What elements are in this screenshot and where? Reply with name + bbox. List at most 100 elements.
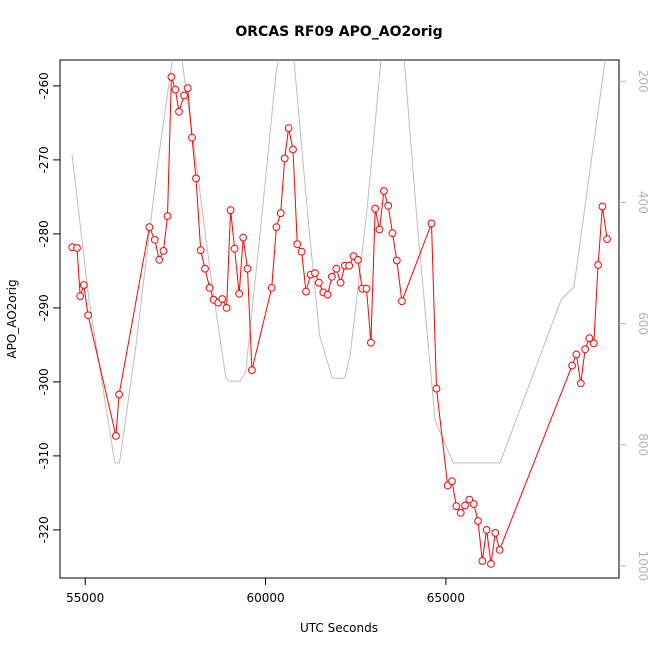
data-point: [367, 338, 375, 347]
data-point: [112, 432, 120, 440]
chart-title: ORCAS RF09 APO_AO2orig: [235, 24, 442, 40]
data-point: [461, 501, 469, 510]
data-point: [183, 84, 192, 92]
data-point: [598, 202, 607, 211]
data-point: [482, 526, 491, 534]
data-point: [155, 255, 164, 264]
data-point: [576, 379, 585, 388]
data-point: [284, 124, 293, 133]
data-point: [235, 289, 244, 298]
data-point: [192, 174, 200, 183]
data-point: [79, 281, 88, 289]
data-point: [375, 225, 384, 234]
y-axis-label: APO_AO2orig: [5, 279, 19, 358]
data-point: [491, 529, 500, 537]
plot-frame: [59, 59, 620, 579]
data-point: [180, 91, 189, 100]
x-axis: 55000 60000 65000: [66, 577, 465, 605]
data-point: [73, 244, 81, 252]
data-point: [398, 297, 406, 306]
data-point: [594, 261, 602, 269]
data-point: [581, 345, 589, 354]
data-point: [218, 295, 227, 303]
data-point: [188, 133, 196, 142]
data-point: [272, 223, 281, 232]
data-point: [167, 73, 176, 81]
y-tick-label: -310: [37, 442, 51, 469]
data-point: [145, 223, 154, 232]
data-point: [589, 339, 598, 348]
data-point: [226, 206, 235, 215]
data-point: [495, 546, 504, 554]
data-point: [603, 235, 611, 244]
data-point: [354, 255, 362, 264]
data-point: [230, 244, 239, 253]
x-tick-label: 65000: [427, 591, 465, 605]
y-tick-label: -290: [37, 294, 51, 321]
data-point: [289, 145, 297, 154]
data-point: [196, 246, 205, 255]
data-point: [315, 278, 323, 287]
data-point: [392, 256, 401, 265]
data-point: [76, 292, 85, 301]
data-point: [585, 334, 594, 343]
data-point: [328, 272, 336, 281]
data-point: [297, 247, 306, 256]
data-point: [345, 261, 354, 270]
data-point: [448, 477, 456, 486]
y2-tick-label: 600: [636, 312, 650, 335]
data-point: [239, 233, 248, 242]
data-point: [362, 284, 371, 293]
data-point: [222, 304, 231, 312]
y2-tick-label: 400: [636, 191, 650, 214]
y2-tick-label: 1000: [636, 551, 650, 582]
data-point: [205, 284, 214, 292]
data-point: [243, 264, 252, 273]
y2-tick-label: 800: [636, 433, 650, 456]
y-tick-label: -270: [37, 146, 51, 173]
y-tick-label: -300: [37, 368, 51, 395]
data-point: [469, 500, 478, 508]
data-point: [115, 390, 123, 399]
data-point: [432, 384, 441, 393]
y-tick-label: -280: [37, 220, 51, 247]
data-point: [280, 154, 289, 163]
data-point: [456, 509, 465, 517]
data-point: [276, 209, 285, 218]
primary-series-line: [72, 76, 608, 564]
data-point: [478, 557, 487, 565]
data-point: [150, 235, 159, 244]
data-point: [267, 284, 276, 292]
data-point: [427, 219, 436, 228]
data-point: [311, 269, 319, 278]
data-point: [388, 229, 397, 238]
data-point: [380, 187, 388, 195]
data-point: [248, 366, 256, 375]
data-point: [452, 502, 461, 511]
data-point: [384, 201, 393, 210]
data-point: [302, 287, 310, 296]
data-point: [175, 107, 183, 116]
x-tick-label: 60000: [246, 591, 284, 605]
y2-tick-label: 200: [636, 70, 650, 93]
secondary-series: [71, 60, 606, 464]
secondary-series-line: [71, 60, 606, 464]
data-point: [336, 278, 345, 287]
data-point: [572, 350, 581, 359]
data-point: [293, 240, 302, 249]
data-point: [163, 212, 172, 221]
data-point: [201, 264, 209, 273]
data-point: [568, 361, 576, 370]
y-tick-label: -320: [37, 516, 51, 543]
y2-axis: 200 400 600 800 1000: [619, 70, 650, 581]
data-point: [474, 517, 482, 525]
primary-series: [68, 73, 611, 568]
data-point: [332, 264, 341, 273]
data-point: [371, 204, 380, 213]
data-point: [487, 560, 495, 568]
data-point: [171, 85, 180, 94]
data-point: [84, 311, 92, 320]
y-axis: -260 -270 -280 -290 -300 -310 -320: [37, 72, 60, 544]
x-tick-label: 55000: [66, 591, 104, 605]
